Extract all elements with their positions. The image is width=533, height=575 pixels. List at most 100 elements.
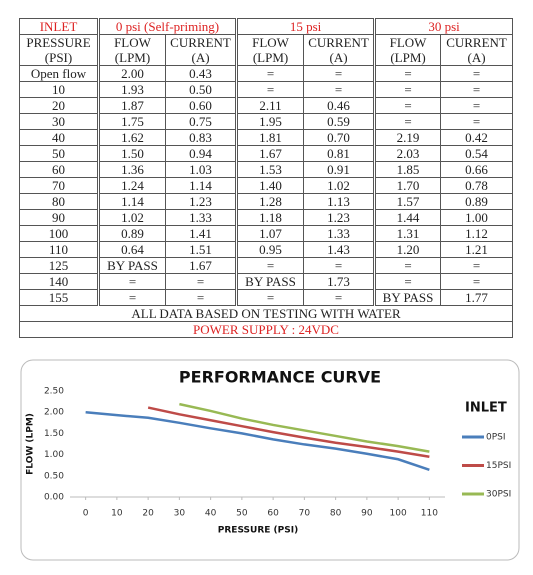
cell: = [373, 113, 442, 130]
cell: = [440, 113, 514, 130]
cell: 140 [19, 273, 99, 290]
cell: 1.51 [164, 241, 238, 258]
cell: Open flow [19, 65, 99, 82]
data-row: 155 = = = = BY PASS 1.77 [19, 289, 514, 306]
cell: 1.77 [440, 289, 514, 306]
x-tick-label: 40 [205, 509, 217, 519]
cell: 1.81 [235, 129, 305, 146]
cell: 1.03 [164, 161, 238, 178]
cell: 1.57 [373, 193, 442, 210]
subheader-line: (A) [467, 50, 486, 65]
legend-label: 15PSI [486, 461, 511, 471]
cell: 2.00 [97, 65, 166, 82]
x-tick-label: 30 [174, 509, 186, 519]
subheader-line: (A) [329, 50, 348, 65]
cell: 0.75 [164, 113, 238, 130]
cell: 60 [19, 161, 99, 178]
cell: BY PASS [373, 289, 442, 306]
cell: 1.28 [235, 193, 305, 210]
cell: 0.81 [303, 145, 376, 162]
cell: = [164, 289, 238, 306]
cell: 0.94 [164, 145, 238, 162]
series-line [85, 410, 430, 472]
footer-row: POWER SUPPLY : 24VDC [18, 321, 514, 338]
data-row: 20 1.87 0.60 2.11 0.46 = = [19, 97, 514, 114]
cell: = [97, 273, 166, 290]
cell: 1.87 [97, 97, 166, 114]
cell: = [235, 257, 305, 274]
x-tick-label: 20 [142, 509, 154, 519]
subheader-row: PRESSURE (PSI) FLOW (LPM) CURRENT (A) FLOW (LPM… [19, 34, 514, 66]
cell: 1.13 [303, 193, 376, 210]
y-tick-label: 1.50 [44, 429, 64, 439]
cell: 0.42 [440, 129, 514, 146]
x-tick-label: 0 [83, 509, 89, 519]
chart-title: PERFORMANCE CURVE [179, 368, 381, 387]
y-tick-label: 0.50 [44, 471, 64, 481]
cell: 110 [19, 241, 99, 258]
data-row: Open flow 2.00 0.43 = = = = [19, 65, 514, 82]
cell: 1.75 [97, 113, 166, 130]
subheader-line: (PSI) [44, 50, 73, 65]
header-cell: 15 psi [235, 18, 376, 35]
subheader-line: FLOW [252, 35, 289, 50]
cell: 1.95 [235, 113, 305, 130]
cell: 0.64 [97, 241, 166, 258]
cell: = [373, 273, 442, 290]
x-tick-label: 50 [236, 509, 248, 519]
cell: 90 [19, 209, 99, 226]
subheader-cell: FLOW (LPM) [373, 34, 442, 66]
series-line [147, 406, 430, 458]
cell: 1.31 [373, 225, 442, 242]
cell: 0.66 [440, 161, 514, 178]
series-line [179, 402, 430, 453]
cell: 1.36 [97, 161, 166, 178]
cell: 1.02 [303, 177, 376, 194]
cell: = [440, 273, 514, 290]
cell: BY PASS [97, 257, 166, 274]
cell: 1.41 [164, 225, 238, 242]
cell: 10 [19, 81, 99, 98]
cell: 0.50 [164, 81, 238, 98]
header-row: INLET 0 psi (Self-priming) 15 psi 30 psi [19, 18, 514, 35]
subheader-cell: CURRENT (A) [440, 34, 514, 66]
data-row: 50 1.50 0.94 1.67 0.81 2.03 0.54 [19, 145, 514, 162]
cell: 1.24 [97, 177, 166, 194]
data-row: 40 1.62 0.83 1.81 0.70 2.19 0.42 [19, 129, 514, 146]
cell: 2.03 [373, 145, 442, 162]
cell: 1.23 [164, 193, 238, 210]
cell: 1.73 [303, 273, 376, 290]
y-tick-label: 1.00 [44, 450, 64, 460]
data-row: 125 BY PASS 1.67 = = = = [19, 257, 514, 274]
cell: = [235, 81, 305, 98]
x-tick-label: 80 [330, 509, 342, 519]
data-row: 30 1.75 0.75 1.95 0.59 = = [19, 113, 514, 130]
y-tick-label: 0.00 [44, 493, 64, 503]
footer-row: ALL DATA BASED ON TESTING WITH WATER [18, 305, 514, 322]
cell: = [440, 97, 514, 114]
data-table: INLET 0 psi (Self-priming) 15 psi 30 psi PRE… [18, 18, 514, 338]
cell: 1.67 [164, 257, 238, 274]
cell: = [164, 273, 238, 290]
cell: = [373, 65, 442, 82]
data-row: 80 1.14 1.23 1.28 1.13 1.57 0.89 [19, 193, 514, 210]
cell: = [440, 81, 514, 98]
x-tick-label: 100 [390, 509, 407, 519]
subheader-line: CURRENT [170, 35, 231, 50]
subheader-line: (LPM) [252, 50, 289, 65]
cell: 20 [19, 97, 99, 114]
cell: 1.07 [235, 225, 305, 242]
cell: 1.12 [440, 225, 514, 242]
cell: = [373, 97, 442, 114]
cell: 0.89 [440, 193, 514, 210]
cell: 1.21 [440, 241, 514, 258]
footer-cell: POWER SUPPLY : 24VDC [18, 321, 514, 338]
header-cell: INLET [19, 18, 99, 35]
subheader-cell: FLOW (LPM) [235, 34, 305, 66]
cell: 1.14 [97, 193, 166, 210]
cell: 1.20 [373, 241, 442, 258]
cell: = [303, 65, 376, 82]
x-tick-label: 10 [111, 509, 123, 519]
cell: 1.67 [235, 145, 305, 162]
